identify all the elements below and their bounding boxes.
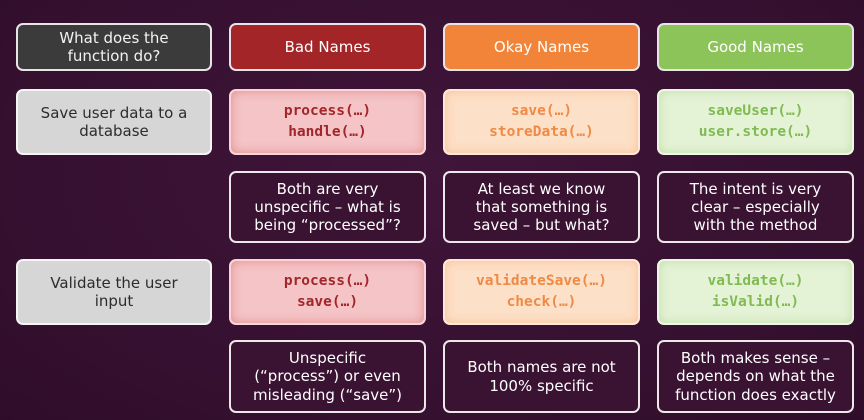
good-names-explanation: Both makes sense – depends on what the f…: [657, 340, 854, 413]
task-label: Validate the user input: [50, 273, 178, 310]
explanation-text: Unspecific (“process”) or even misleadin…: [252, 349, 403, 404]
okay-names-explanation: Both names are not 100% specific: [443, 340, 640, 413]
header-good-names: Good Names: [657, 23, 854, 71]
bad-names-explanation: Unspecific (“process”) or even misleadin…: [229, 340, 426, 413]
good-names-example: saveUser(…) user.store(…): [657, 89, 854, 155]
explanation-text: Both makes sense – depends on what the f…: [675, 349, 836, 404]
explanation-text: At least we know that something is saved…: [473, 179, 610, 235]
task-label: Save user data to a database: [40, 103, 188, 140]
bad-names-example: process(…) save(…): [229, 259, 426, 325]
code-label: saveUser(…) user.store(…): [698, 102, 813, 140]
good-names-example: validate(…) isValid(…): [657, 259, 854, 325]
okay-names-explanation: At least we know that something is saved…: [443, 171, 640, 243]
header-good-label: Good Names: [707, 37, 804, 56]
header-bad-label: Bad Names: [284, 37, 371, 56]
header-question-label: What does the function do?: [59, 28, 169, 65]
header-question: What does the function do?: [16, 23, 212, 71]
bad-names-explanation: Both are very unspecific – what is being…: [229, 171, 426, 243]
code-label: process(…) handle(…): [283, 102, 372, 140]
explanation-text: Both names are not 100% specific: [467, 358, 616, 395]
good-names-explanation: The intent is very clear – especially wi…: [657, 171, 854, 243]
task-save-user-data: Save user data to a database: [16, 89, 212, 155]
header-bad-names: Bad Names: [229, 23, 426, 71]
header-okay-names: Okay Names: [443, 23, 640, 71]
okay-names-example: save(…) storeData(…): [443, 89, 640, 155]
task-validate-input: Validate the user input: [16, 259, 212, 325]
code-label: process(…) save(…): [283, 272, 372, 310]
explanation-text: The intent is very clear – especially wi…: [689, 179, 822, 235]
bad-names-example: process(…) handle(…): [229, 89, 426, 155]
code-label: save(…) storeData(…): [489, 102, 594, 140]
code-label: validate(…) isValid(…): [707, 272, 804, 310]
okay-names-example: validateSave(…) check(…): [443, 259, 640, 325]
header-okay-label: Okay Names: [493, 37, 590, 56]
code-label: validateSave(…) check(…): [476, 272, 607, 310]
explanation-text: Both are very unspecific – what is being…: [254, 179, 401, 235]
